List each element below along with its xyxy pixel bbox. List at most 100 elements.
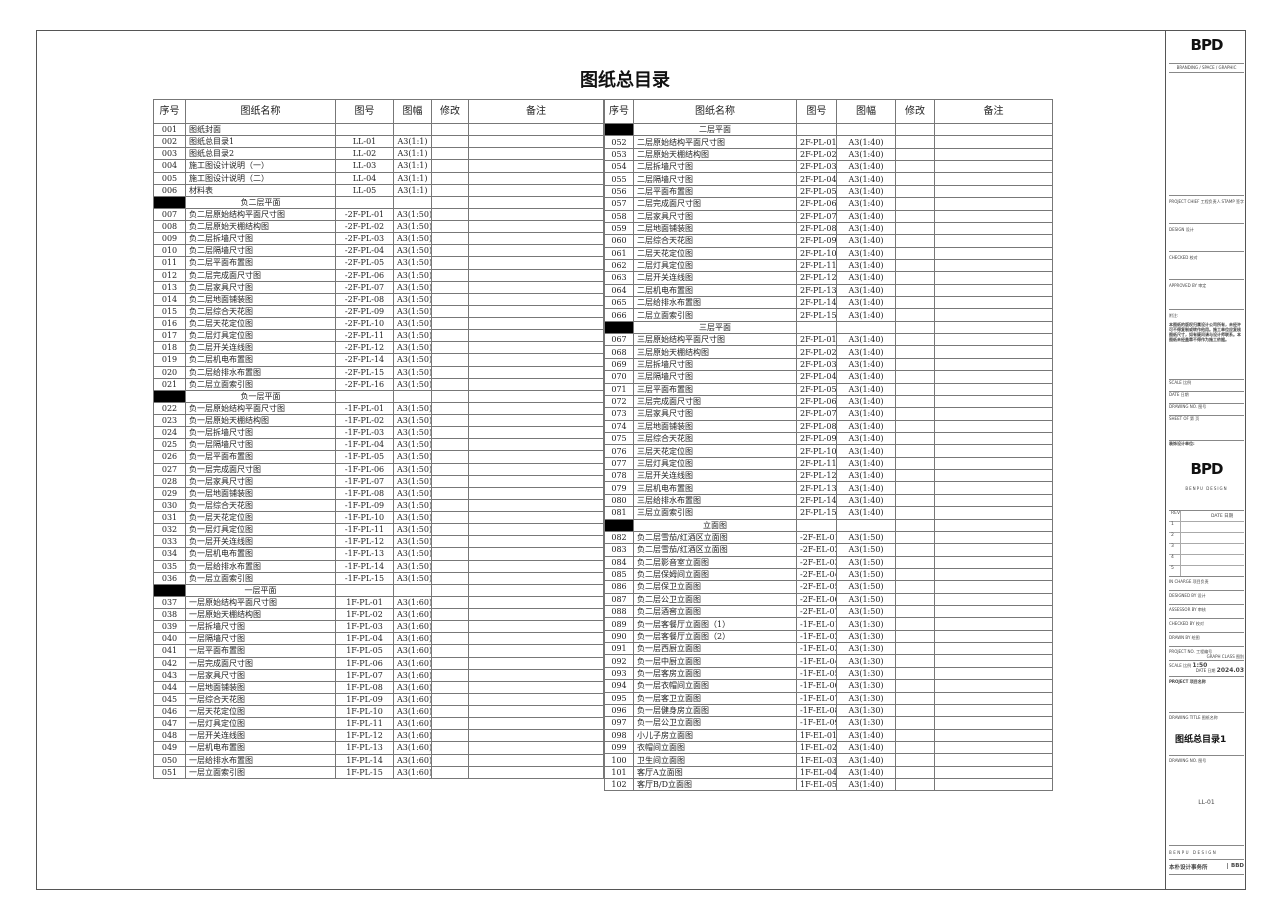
row-remarks — [934, 147, 1053, 162]
date-value: 2024.03 — [1216, 667, 1244, 674]
section-row: 三层平面 — [604, 320, 1053, 335]
row-size: A3(1:50) — [393, 523, 432, 537]
row-remarks — [468, 159, 604, 173]
row-size: A3(1:40) — [836, 407, 896, 421]
header-remarks: 备注 — [934, 99, 1053, 124]
row-seq: 043 — [153, 668, 186, 682]
drawing-title: 图纸总目录1 — [1175, 735, 1227, 745]
row-remarks — [468, 353, 604, 367]
row-revision — [431, 668, 469, 682]
section-title: 二层平面 — [633, 122, 797, 137]
row-remarks — [934, 679, 1053, 693]
table-row: 079 三层机电布置图 2F-PL-13 A3(1:40) — [604, 481, 1053, 495]
row-seq: 062 — [604, 258, 634, 273]
row-size: A3(1:30) — [836, 666, 896, 681]
row-seq: 035 — [153, 559, 186, 573]
row-revision — [895, 506, 935, 520]
table-row: 074 三层地面铺装图 2F-PL-08 A3(1:40) — [604, 419, 1053, 433]
row-name: 负二层隔墙尺寸图 — [185, 244, 336, 258]
company-code: BBD — [1227, 863, 1244, 869]
row-number: -2F-PL-07 — [335, 280, 394, 294]
section-row: 立面图 — [604, 518, 1053, 532]
row-remarks — [934, 580, 1053, 594]
row-name: 一层原始天棚结构图 — [185, 607, 336, 622]
row-seq: 079 — [604, 481, 634, 495]
checked-by-label: CHECKED BY 校对 — [1169, 618, 1244, 632]
row-size: A3(1:60) — [393, 607, 432, 622]
row-remarks — [934, 654, 1053, 668]
row-seq: 060 — [604, 234, 634, 248]
row-size: A3(1:40) — [836, 444, 896, 458]
row-seq: 072 — [604, 394, 634, 409]
row-size: A3(1:40) — [836, 345, 896, 359]
row-size: A3(1:60) — [393, 644, 432, 658]
row-name: 负一层灯具定位图 — [185, 523, 336, 537]
row-seq: 008 — [153, 219, 186, 234]
row-size: A3(1:50) — [393, 244, 432, 258]
row-remarks — [934, 172, 1053, 186]
row-size: A3(1:50) — [393, 256, 432, 270]
table-row: 014 负二层地面铺装图 -2F-PL-08 A3(1:50) — [153, 292, 604, 306]
row-size: A3(1:40) — [836, 394, 896, 409]
row-name: 二层地面铺装图 — [633, 221, 797, 236]
row-seq: 058 — [604, 209, 634, 223]
row-seq: 065 — [604, 296, 634, 310]
row-size: A3(1:40) — [836, 172, 896, 186]
row-revision — [431, 353, 469, 367]
row-size: A3(1:60) — [393, 656, 432, 670]
row-remarks — [934, 703, 1053, 718]
row-number: 1F-PL-12 — [335, 729, 394, 743]
header-remarks: 备注 — [468, 99, 604, 124]
row-name: 衣帽间立面图 — [633, 740, 797, 755]
row-revision — [431, 159, 469, 173]
row-remarks — [934, 642, 1053, 656]
row-revision — [895, 629, 935, 644]
row-number: -2F-PL-16 — [335, 377, 394, 391]
row-name: 负一层健身房立面图 — [633, 703, 797, 718]
row-revision — [431, 438, 469, 452]
row-seq: 093 — [604, 666, 634, 681]
table-row: 073 三层家具尺寸图 2F-PL-07 A3(1:40) — [604, 407, 1053, 421]
table-row: 087 负二层公卫立面图 -2F-EL-06 A3(1:50) — [604, 592, 1053, 607]
table-row: 086 负二层保卫立面图 -2F-EL-05 A3(1:50) — [604, 580, 1053, 594]
row-number: 1F-PL-04 — [335, 632, 394, 646]
table-row: 049 一层机电布置图 1F-PL-13 A3(1:60) — [153, 741, 604, 755]
row-remarks — [934, 419, 1053, 433]
row-name: 负一层完成面尺寸图 — [185, 462, 336, 476]
row-seq: 090 — [604, 629, 634, 644]
project-label: PROJECT 项目名称 — [1169, 676, 1244, 710]
approved-label: APPROVED BY 审定 — [1169, 283, 1207, 288]
row-remarks — [468, 559, 604, 573]
row-seq: 022 — [153, 401, 186, 416]
row-seq: 002 — [153, 135, 186, 149]
section-marker — [153, 583, 186, 597]
row-seq: 024 — [153, 426, 186, 440]
row-number: 2F-PL-05 — [796, 382, 837, 396]
row-number: -1F-PL-13 — [335, 547, 394, 561]
row-size: A3(1:40) — [836, 382, 896, 396]
row-remarks — [468, 207, 604, 222]
row-remarks — [934, 234, 1053, 248]
row-seq: 025 — [153, 438, 186, 452]
row-size: A3(1:40) — [836, 246, 896, 260]
row-number: -1F-PL-10 — [335, 510, 394, 525]
table-row: 002 图纸总目录1 LL-01 A3(1:1) — [153, 135, 604, 149]
row-name: 负一层家具尺寸图 — [185, 474, 336, 488]
row-seq: 063 — [604, 271, 634, 285]
row-name: 三层地面铺装图 — [633, 419, 797, 433]
row-name: 负二层雪茄/红酒区立面图 — [633, 530, 797, 545]
row-revision — [895, 469, 935, 483]
row-revision — [431, 680, 469, 694]
row-size: A3(1:40) — [836, 481, 896, 495]
row-name: 负一层给排水布置图 — [185, 559, 336, 573]
row-remarks — [468, 341, 604, 355]
table-row: 046 一层天花定位图 1F-PL-10 A3(1:60) — [153, 704, 604, 719]
row-remarks — [468, 753, 604, 767]
row-name: 负一层立面索引图 — [185, 571, 336, 585]
row-number: LL-03 — [335, 159, 394, 173]
row-name: 负一层中厨立面图 — [633, 654, 797, 668]
row-revision — [431, 620, 469, 634]
table-row: 036 负一层立面索引图 -1F-PL-15 A3(1:50) — [153, 571, 604, 585]
header-name: 图纸名称 — [185, 99, 336, 124]
row-name: 负一层原始结构平面尺寸图 — [185, 401, 336, 416]
